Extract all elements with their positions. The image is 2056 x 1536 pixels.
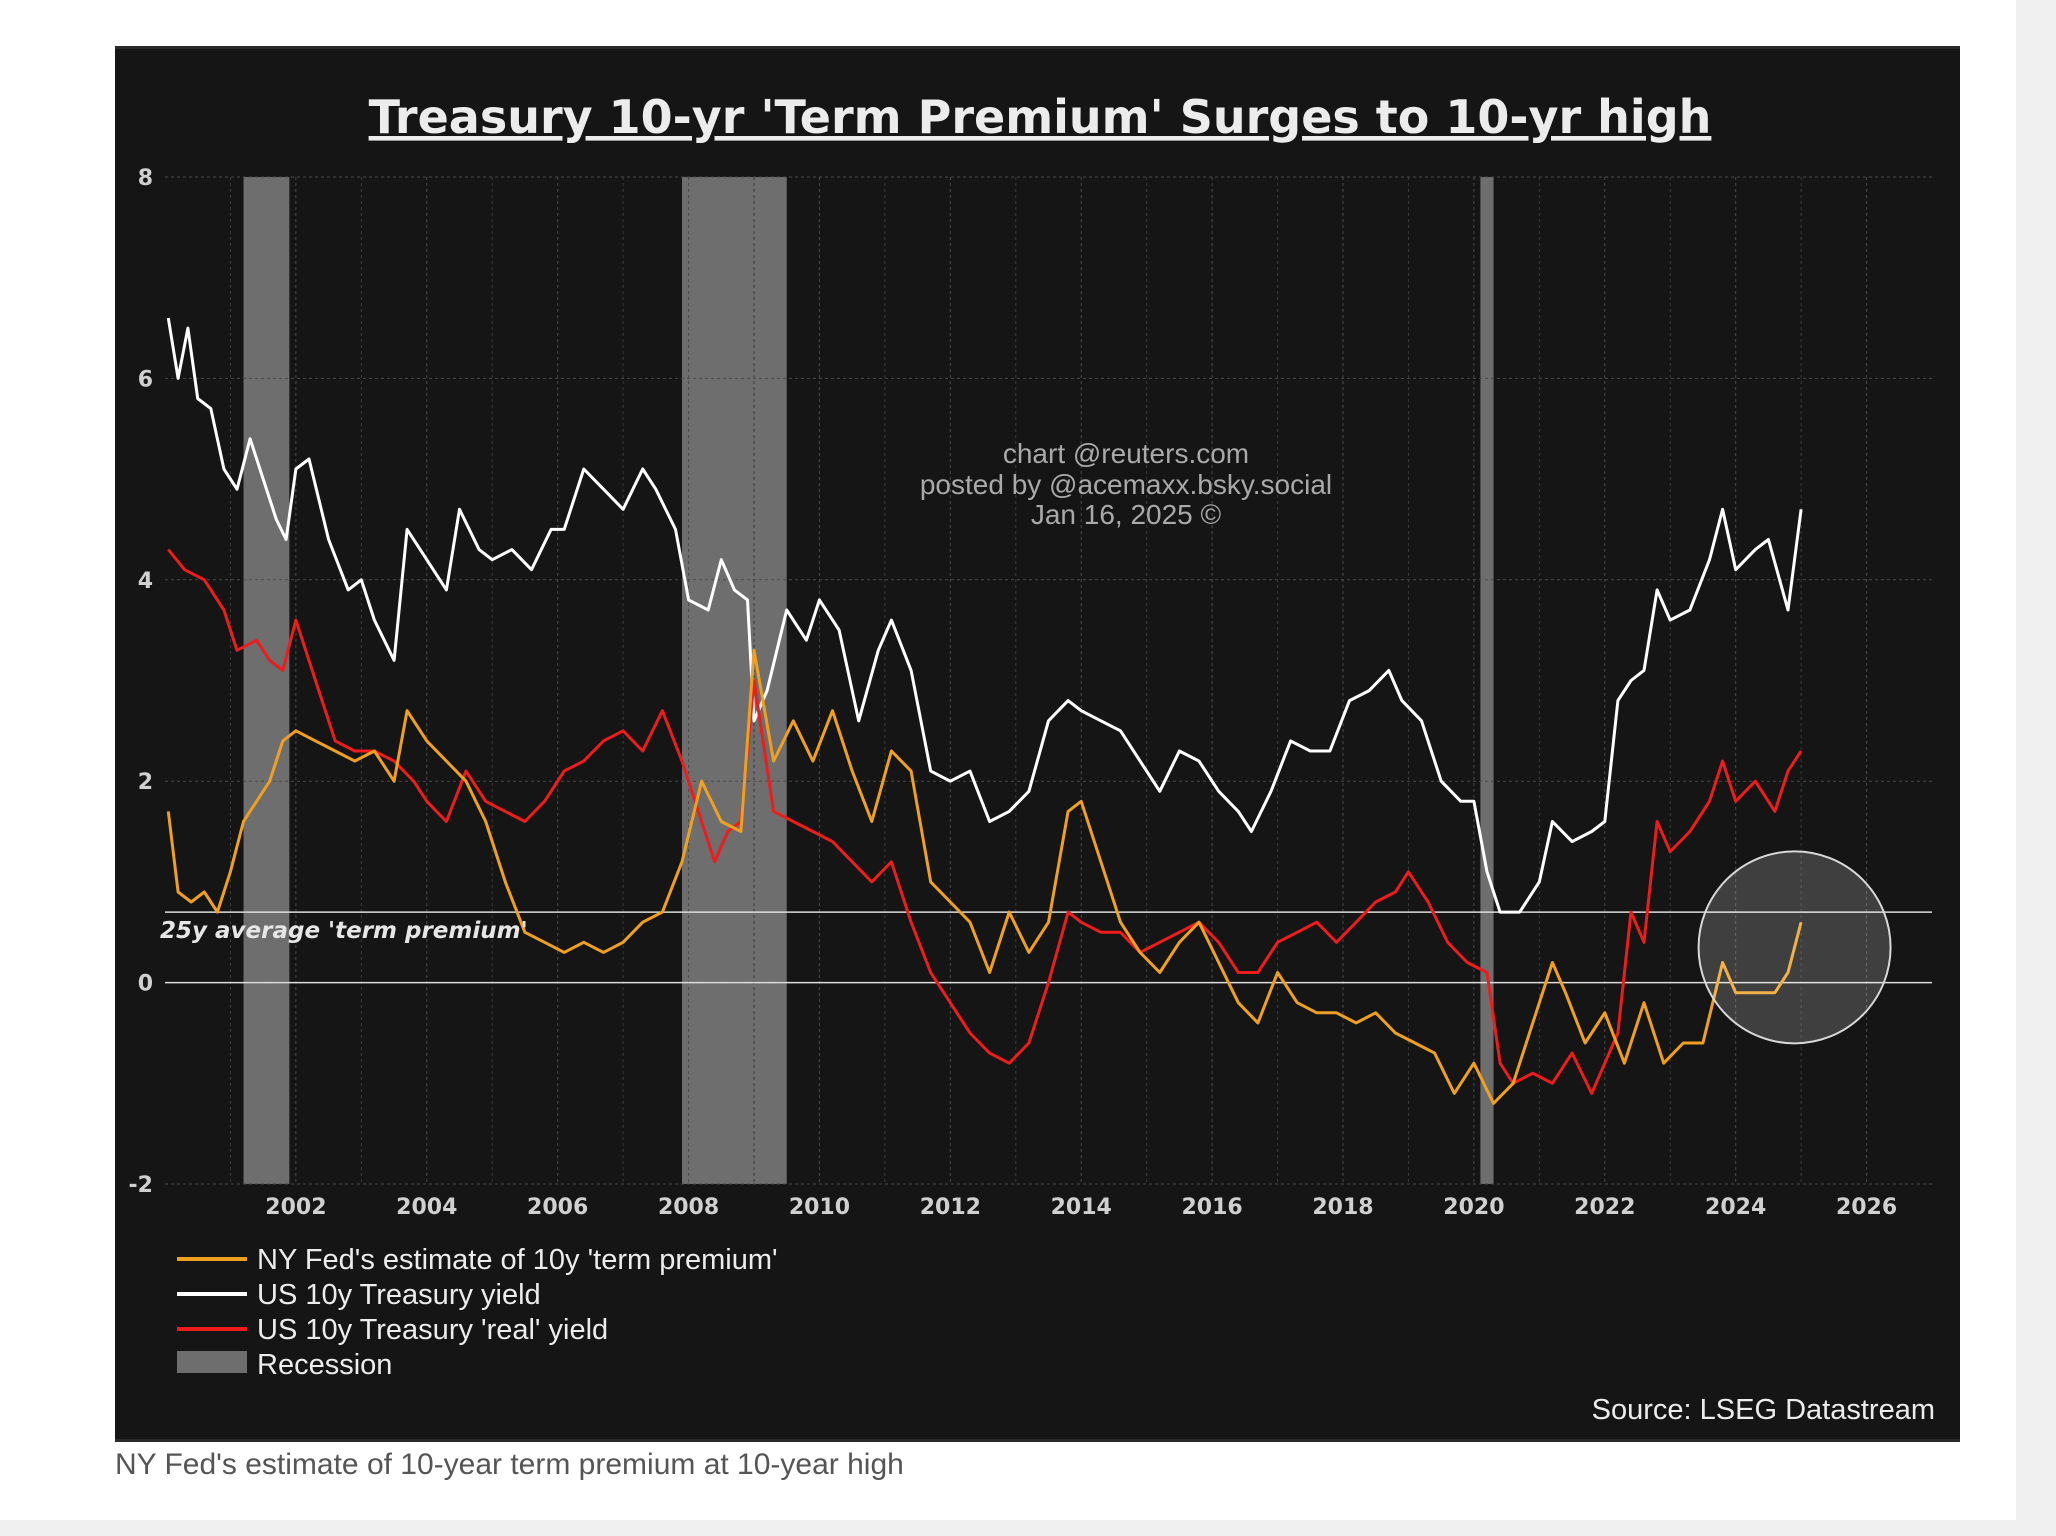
x-tick-label: 2008	[658, 1195, 719, 1220]
chart: Treasury 10-yr 'Term Premium' Surges to …	[129, 90, 1935, 1426]
chart-title: Treasury 10-yr 'Term Premium' Surges to …	[369, 90, 1712, 144]
x-tick-label: 2006	[527, 1195, 588, 1220]
highlight-circle	[1697, 850, 1892, 1045]
y-tick-label: 2	[138, 770, 153, 795]
x-tick-label: 2018	[1312, 1195, 1373, 1220]
series-term-premium	[166, 648, 1803, 1105]
x-tick-label: 2026	[1836, 1195, 1897, 1220]
legend-label-term-premium: NY Fed's estimate of 10y 'term premium'	[257, 1244, 778, 1276]
chart-panel: Treasury 10-yr 'Term Premium' Surges to …	[115, 46, 1960, 1442]
recession-band-1	[243, 177, 290, 1184]
x-tick-label: 2004	[396, 1195, 457, 1220]
x-tick-label: 2024	[1705, 1195, 1766, 1220]
y-tick-label: -2	[129, 1173, 153, 1198]
watermark-line-3: Jan 16, 2025 ©	[1031, 499, 1222, 530]
x-tick-label: 2014	[1051, 1195, 1112, 1220]
source-label: Source: LSEG Datastream	[1592, 1394, 1935, 1426]
x-axis-ticks: 2002 2004 2006 2008 2010 2012 2014 2016 2018 2020…	[265, 1195, 1897, 1220]
watermark-line-1: chart @reuters.com	[1003, 438, 1249, 469]
grid-lines	[165, 176, 1932, 1185]
y-axis-ticks: 8 6 4 2 0 -2	[129, 166, 153, 1198]
y-tick-label: 8	[138, 166, 153, 191]
x-tick-label: 2010	[789, 1195, 850, 1220]
series-real-yield	[167, 548, 1803, 1095]
y-tick-label: 6	[138, 367, 153, 392]
x-tick-label: 2016	[1181, 1195, 1242, 1220]
watermark: chart @reuters.com posted by @acemaxx.bs…	[920, 438, 1332, 530]
figure-caption: NY Fed's estimate of 10-year term premiu…	[115, 1448, 904, 1481]
x-tick-label: 2020	[1443, 1195, 1504, 1220]
legend-label-real-yield: US 10y Treasury 'real' yield	[257, 1314, 608, 1346]
series-us-10y-yield	[166, 317, 1803, 914]
legend: NY Fed's estimate of 10y 'term premium' …	[177, 1244, 778, 1381]
recession-band-3	[1480, 177, 1494, 1184]
legend-swatch-recession	[177, 1351, 247, 1373]
x-tick-label: 2012	[920, 1195, 981, 1220]
watermark-line-2: posted by @acemaxx.bsky.social	[920, 469, 1332, 500]
average-line-label: 25y average 'term premium'	[160, 918, 528, 944]
x-tick-label: 2022	[1574, 1195, 1635, 1220]
y-tick-label: 0	[138, 972, 153, 997]
legend-label-nominal-yield: US 10y Treasury yield	[257, 1279, 541, 1311]
x-tick-label: 2002	[265, 1195, 326, 1220]
page-background: Treasury 10-yr 'Term Premium' Surges to …	[0, 0, 2016, 1520]
series-lines	[166, 317, 1803, 1105]
legend-label-recession: Recession	[257, 1349, 392, 1381]
y-tick-label: 4	[138, 569, 153, 594]
